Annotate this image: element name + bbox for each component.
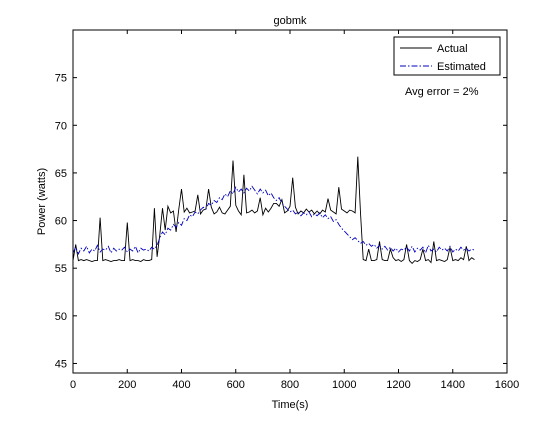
- y-tick-label: 75: [55, 73, 67, 85]
- chart-title: gobmk: [273, 15, 307, 27]
- y-tick-label: 60: [55, 216, 67, 228]
- series-line-estimated: [73, 185, 475, 256]
- legend-box: [393, 36, 501, 76]
- axis-ticks: 0 200 400 600 800 1000 1200 1400 1600 45 50 55 60 65 7…: [55, 30, 519, 391]
- y-axis-label: Power (watts): [36, 168, 48, 235]
- x-axis-label: Time(s): [272, 399, 309, 411]
- x-tick-label: 0: [70, 379, 76, 391]
- x-tick-label: 1000: [332, 379, 356, 391]
- legend-entry-actual: Actual: [437, 43, 468, 55]
- legend-entry-estimated: Estimated: [437, 61, 486, 73]
- x-tick-label: 200: [118, 379, 136, 391]
- x-tick-label: 800: [281, 379, 299, 391]
- avg-error-annotation: Avg error = 2%: [405, 86, 479, 98]
- y-tick-label: 70: [55, 120, 67, 132]
- axes-box: [72, 29, 508, 374]
- x-tick-label: 1600: [495, 379, 519, 391]
- x-tick-label: 600: [227, 379, 245, 391]
- series-line-actual: [73, 156, 475, 265]
- x-tick-label: 1400: [441, 379, 465, 391]
- y-tick-label: 65: [55, 168, 67, 180]
- y-tick-label: 50: [55, 311, 67, 323]
- legend: Actual Estimated: [393, 36, 501, 76]
- x-tick-label: 400: [172, 379, 190, 391]
- y-tick-label: 55: [55, 263, 67, 275]
- y-tick-label: 45: [55, 358, 67, 370]
- x-tick-label: 1200: [386, 379, 410, 391]
